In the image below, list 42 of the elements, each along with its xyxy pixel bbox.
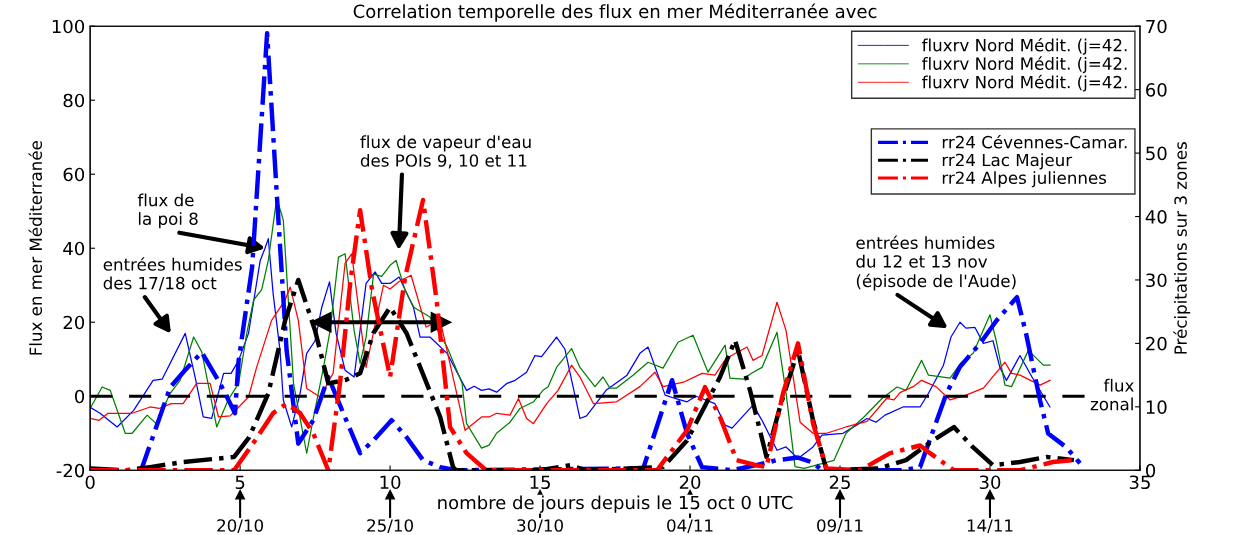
y2-tick-label: 20 [1146, 336, 1167, 351]
legend-label: rr24 Alpes juliennes [942, 171, 1107, 188]
y2-tick-label: 40 [1145, 209, 1167, 224]
y-tick-label: 100 [52, 19, 85, 34]
annotation: flux de la poi 8 [137, 193, 198, 229]
y-tick-label: 20 [63, 315, 85, 330]
legend-label: fluxrv Nord Médit. (j=42. [922, 37, 1127, 55]
x-tick-label: 10 [380, 475, 401, 490]
y-tick-label: 80 [63, 93, 85, 108]
y2-tick-label: 10 [1146, 400, 1167, 414]
annotation: 25/10 [367, 519, 413, 534]
y2-tick-label: 60 [1146, 83, 1167, 97]
x-tick-label: 15 [530, 475, 550, 490]
y2-axis-title: Précipitations sur 3 zones [1173, 142, 1191, 354]
annotation: 09/11 [817, 519, 863, 534]
y-tick-label: 40 [63, 241, 85, 256]
x-axis-title: nombre de jours depuis le 15 oct 0 UTC [438, 495, 793, 513]
x-tick-label: 5 [235, 475, 245, 490]
annotation: entrées humides des 17/18 oct [103, 257, 242, 291]
annotation: 04/11 [667, 519, 713, 534]
y-tick-label: 0 [74, 389, 85, 404]
x-tick-label: 20 [679, 475, 701, 490]
x-tick-label: 25 [829, 475, 850, 490]
legend-label: fluxrv Nord Médit. (j=42. [922, 56, 1127, 74]
y2-tick-label: 70 [1146, 19, 1167, 34]
legend-label: fluxrv Nord Médit. (j=42. [922, 74, 1127, 92]
annotation: 20/10 [217, 519, 264, 534]
y2-tick-label: 30 [1146, 273, 1167, 288]
x-tick-label: 0 [85, 475, 95, 490]
y-tick-label: -20 [56, 463, 85, 478]
legend-label: rr24 Cévennes-Camar. [942, 134, 1127, 149]
annotation: 14/11 [967, 519, 1013, 534]
x-tick-label: 30 [979, 475, 1001, 490]
y-axis-title: Flux en mer Méditerranée [28, 141, 43, 355]
legend-label: rr24 Lac Majeur [942, 153, 1073, 170]
y-tick-label: 60 [63, 167, 85, 182]
y2-tick-label: 50 [1146, 146, 1167, 161]
ref-line-label: flux zonal [1090, 378, 1134, 411]
annotation: entrées humides du 12 et 13 nov (épisode de l'Aude) [856, 235, 1016, 291]
chart-title: Correlation temporelle des flux en mer Méditerranée avec [353, 3, 877, 22]
annotation: 30/10 [517, 519, 563, 534]
annotation: flux de vapeur d'eau des POIs 9, 10 et 11 [360, 135, 531, 169]
